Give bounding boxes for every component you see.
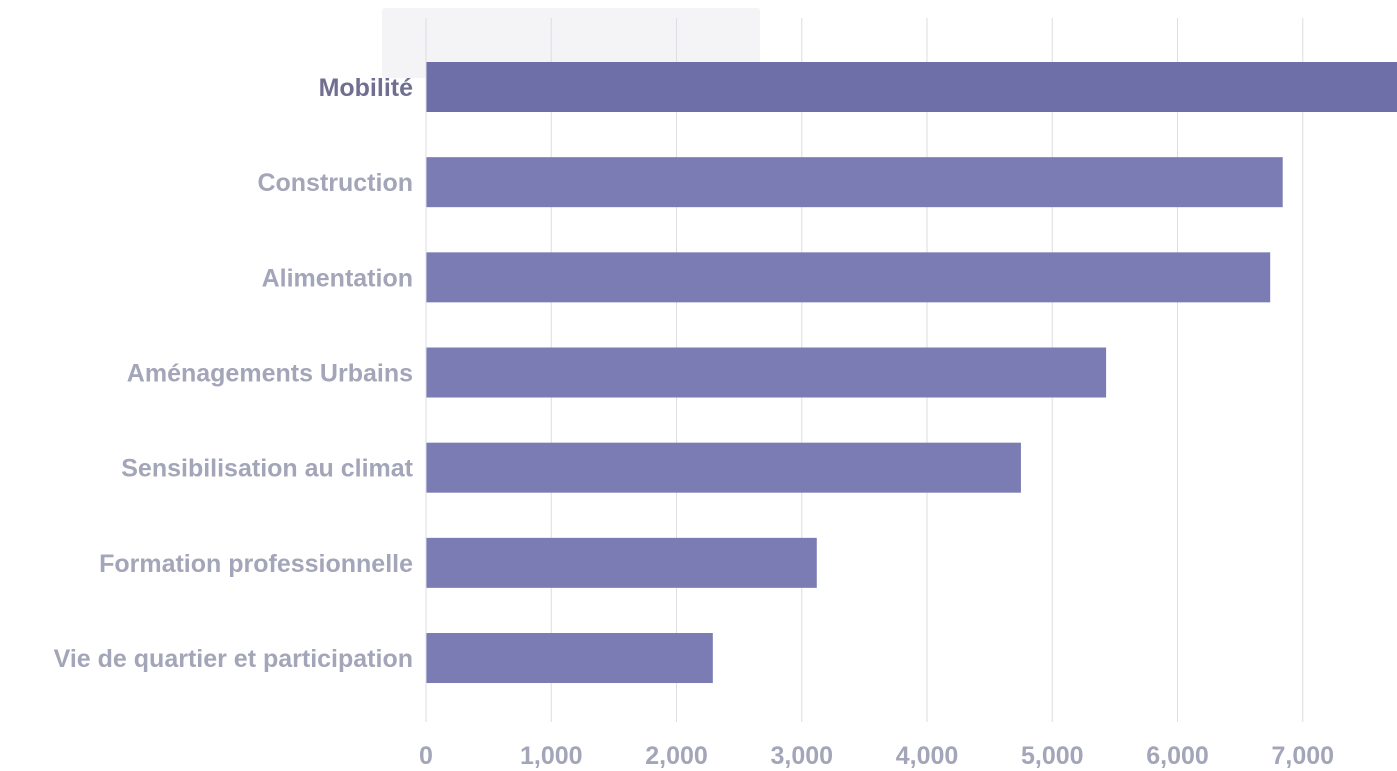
category-label-2: Alimentation: [262, 264, 413, 292]
x-tick-label-7: 7,000: [1271, 742, 1334, 770]
bar-2[interactable]: [426, 252, 1271, 303]
x-tick-label-1: 1,000: [520, 742, 583, 770]
bar-1[interactable]: [426, 157, 1283, 208]
bar-3[interactable]: [426, 347, 1107, 398]
category-label-3: Aménagements Urbains: [127, 360, 413, 388]
category-label-4: Sensibilisation au climat: [121, 455, 413, 483]
x-tick-label-2: 2,000: [645, 742, 708, 770]
x-axis-tick-labels: 0 1,000 2,000 3,000 4,000 5,000 6,000 7,000: [419, 742, 1334, 770]
category-label-6: Vie de quartier et participation: [54, 645, 413, 673]
x-tick-label-6: 6,000: [1146, 742, 1209, 770]
x-tick-label-5: 5,000: [1021, 742, 1084, 770]
x-tick-label-3: 3,000: [770, 742, 833, 770]
x-tick-label-0: 0: [419, 742, 433, 770]
category-label-0: Mobilité: [319, 74, 414, 102]
bar-5[interactable]: [426, 537, 817, 588]
bars: [426, 62, 1397, 684]
bar-4[interactable]: [426, 442, 1021, 493]
category-labels: Mobilité Construction Alimentation Aménagem…: [54, 74, 414, 673]
category-label-1: Construction: [257, 169, 413, 197]
category-label-5: Formation professionnelle: [99, 550, 413, 578]
tooltip-box: [382, 8, 760, 78]
bar-0[interactable]: [426, 62, 1397, 112]
x-tick-label-4: 4,000: [896, 742, 959, 770]
bar-6[interactable]: [426, 633, 713, 684]
